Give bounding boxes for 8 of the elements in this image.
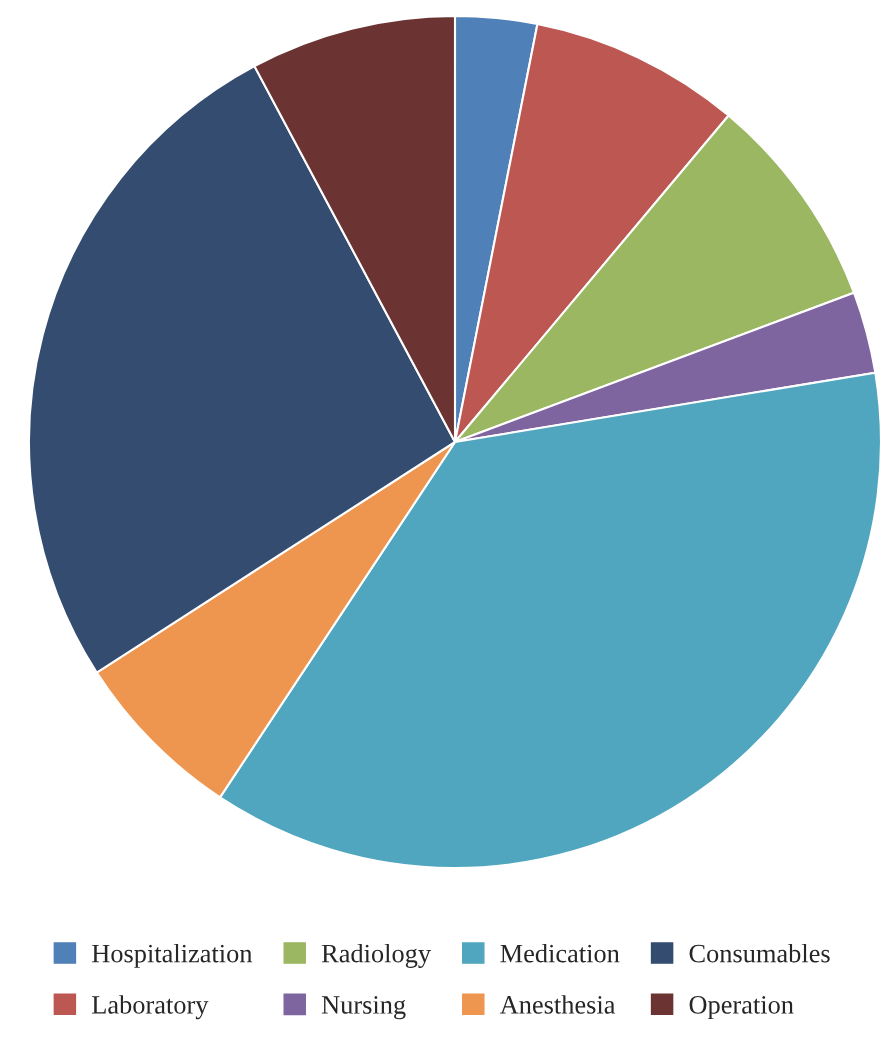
legend-label: Hospitalization (92, 943, 253, 968)
legend-label: Radiology (321, 943, 431, 968)
legend-label: Nursing (321, 996, 406, 1020)
legend-label: Anesthesia (499, 995, 616, 1014)
legend-label: Medication (500, 943, 620, 963)
legend-label: Laboratory (92, 995, 209, 1020)
legend-label: Operation (689, 996, 794, 1020)
legend-label: Consumables (689, 943, 830, 963)
